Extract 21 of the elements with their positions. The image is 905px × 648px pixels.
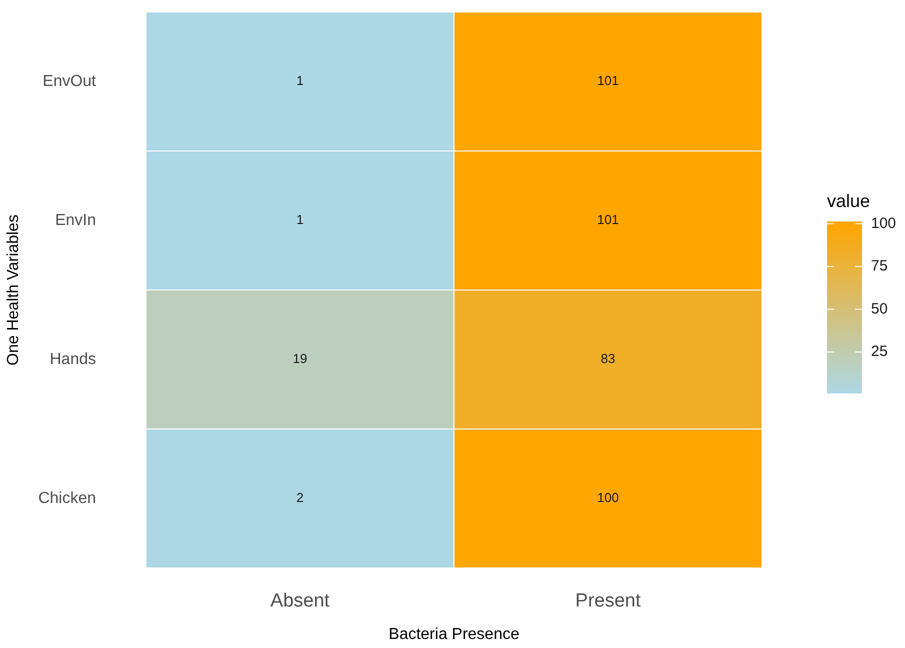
data-label: 101 [597, 73, 619, 88]
data-label: 1 [296, 73, 304, 88]
data-label: 1 [296, 212, 304, 228]
data-label: 2 [296, 490, 304, 506]
color-bar-label: 25 [871, 343, 888, 360]
data-label: 19 [292, 351, 308, 366]
color-bar-label: 75 [871, 258, 888, 275]
y-tick-label: EnvOut [42, 72, 97, 90]
y-tick-label: Chicken [38, 490, 96, 507]
y-axis-title: One Health Variables [5, 214, 22, 366]
x-axis-title: Bacteria Presence [388, 626, 520, 643]
color-bar-label: 100 [871, 214, 896, 232]
data-label: 101 [597, 212, 619, 228]
data-label: 83 [600, 351, 616, 366]
y-tick-label: Hands [50, 350, 96, 368]
legend-title: value [827, 191, 870, 211]
y-tick-label: EnvIn [55, 212, 96, 229]
data-label: 100 [597, 490, 619, 506]
color-bar-label: 50 [871, 300, 888, 318]
x-tick-label: Absent [270, 590, 330, 612]
x-tick-label: Present [575, 590, 642, 612]
